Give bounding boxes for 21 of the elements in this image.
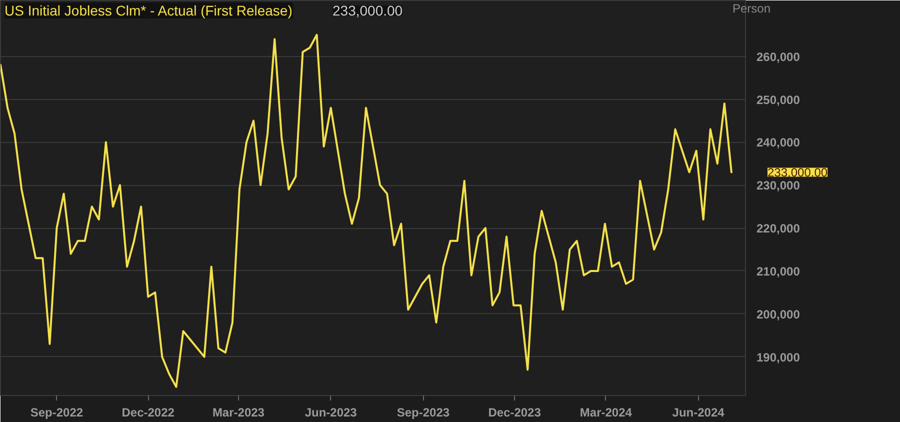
x-tick-label: Jun-2024 [672,406,725,420]
y-tick-label: 210,000 [756,264,800,278]
chart-subtitle: 233,000.00 [332,2,403,18]
x-tick-label: Mar-2023 [212,406,265,420]
chart-title: US Initial Jobless Clm* - Actual (First Release) [4,2,292,18]
y-axis-title: Person [732,2,771,16]
y-tick-label: 260,000 [756,50,800,64]
y-tick-label: 230,000 [756,178,800,193]
x-tick-label: Dec-2023 [488,406,542,420]
y-tick-label: 250,000 [756,92,800,107]
x-tick-label: Jun-2023 [304,406,358,420]
y-tick-label: 220,000 [756,222,800,236]
x-tick-label: Dec-2022 [122,406,175,420]
y-tick-label: 240,000 [756,136,800,150]
x-tick-label: Sep-2023 [396,406,450,420]
line-series [0,34,732,388]
x-tick-label: Sep-2022 [30,406,84,420]
text: 233,000.00 [768,166,828,180]
y-tick-label: 190,000 [756,350,800,364]
y-tick-label: 200,000 [756,307,800,322]
x-tick-label: Mar-2024 [580,406,632,420]
